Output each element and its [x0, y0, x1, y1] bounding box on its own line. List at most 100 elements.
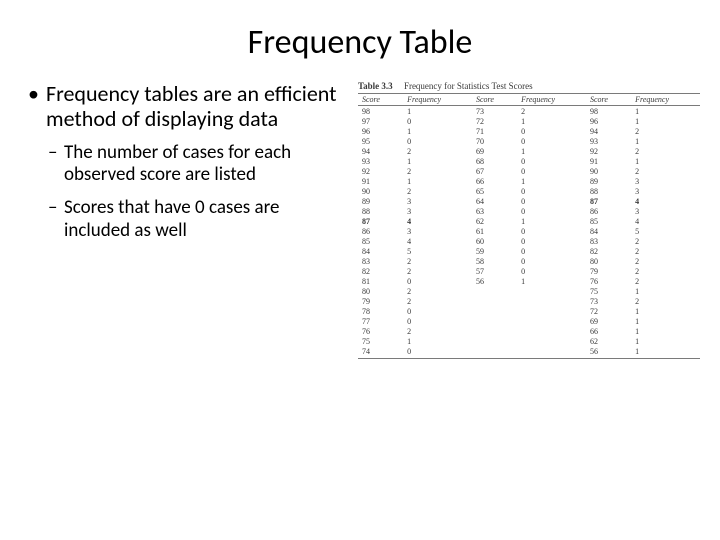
cell-score: 58 [472, 256, 517, 266]
frequency-table: Score Frequency Score Frequency Score Fr… [358, 93, 700, 359]
table-row: 961710942 [358, 126, 700, 136]
cell-score: 70 [472, 136, 517, 146]
table-header-row: Score Frequency Score Frequency Score Fr… [358, 94, 700, 106]
cell-frequency: 4 [403, 216, 472, 226]
cell-frequency: 1 [631, 306, 700, 316]
cell-score: 97 [358, 116, 403, 126]
cell-frequency: 2 [631, 166, 700, 176]
table-row: 770691 [358, 316, 700, 326]
table-row: 922670902 [358, 166, 700, 176]
table-row: 950700931 [358, 136, 700, 146]
cell-score [472, 306, 517, 316]
cell-score: 66 [472, 176, 517, 186]
table-caption: Table 3.3 Frequency for Statistics Test … [358, 81, 700, 91]
cell-score [472, 316, 517, 326]
cell-score: 75 [586, 286, 631, 296]
table-row: 845590822 [358, 246, 700, 256]
cell-frequency: 2 [403, 186, 472, 196]
cell-score [472, 336, 517, 346]
cell-frequency: 2 [631, 126, 700, 136]
table-row: 810561762 [358, 276, 700, 286]
cell-score: 72 [586, 306, 631, 316]
cell-frequency: 0 [517, 166, 586, 176]
table-column: Table 3.3 Frequency for Statistics Test … [358, 81, 700, 359]
cell-score: 79 [358, 296, 403, 306]
table-row: 832580802 [358, 256, 700, 266]
cell-score: 61 [472, 226, 517, 236]
cell-score: 87 [358, 216, 403, 226]
table-row: 942691922 [358, 146, 700, 156]
cell-score: 59 [472, 246, 517, 256]
cell-frequency: 1 [631, 346, 700, 358]
cell-frequency: 0 [517, 266, 586, 276]
slide-title: Frequency Table [0, 0, 720, 81]
cell-frequency: 0 [517, 136, 586, 146]
col-score-2: Score [472, 94, 517, 106]
cell-frequency: 1 [517, 216, 586, 226]
col-score-1: Score [358, 94, 403, 106]
cell-frequency: 3 [403, 226, 472, 236]
col-freq-1: Frequency [403, 94, 472, 106]
cell-score: 69 [586, 316, 631, 326]
cell-frequency [517, 326, 586, 336]
bullet-sub-1: The number of cases for each observed sc… [28, 142, 348, 188]
bullet-main: Frequency tables are an efficient method… [28, 81, 348, 132]
cell-frequency: 1 [631, 116, 700, 126]
cell-score: 82 [586, 246, 631, 256]
table-row: 780 721 [358, 306, 700, 316]
col-freq-3: Frequency [631, 94, 700, 106]
cell-frequency: 2 [403, 296, 472, 306]
cell-score [472, 346, 517, 358]
cell-score: 78 [358, 306, 403, 316]
cell-frequency: 1 [403, 176, 472, 186]
cell-frequency: 2 [403, 266, 472, 276]
cell-frequency: 0 [403, 316, 472, 326]
cell-score: 88 [586, 186, 631, 196]
cell-frequency [517, 296, 586, 306]
col-freq-2: Frequency [517, 94, 586, 106]
cell-score: 65 [472, 186, 517, 196]
cell-frequency: 0 [403, 306, 472, 316]
cell-score: 94 [358, 146, 403, 156]
cell-frequency: 1 [631, 286, 700, 296]
cell-frequency: 3 [403, 206, 472, 216]
cell-frequency: 0 [517, 156, 586, 166]
cell-score: 79 [586, 266, 631, 276]
table-row: 902650883 [358, 186, 700, 196]
table-row: 883630863 [358, 206, 700, 216]
cell-frequency: 2 [403, 146, 472, 156]
cell-score: 60 [472, 236, 517, 246]
cell-score [472, 326, 517, 336]
table-row: 802751 [358, 286, 700, 296]
cell-frequency [517, 336, 586, 346]
cell-frequency: 4 [403, 236, 472, 246]
cell-score: 62 [586, 336, 631, 346]
col-score-3: Score [586, 94, 631, 106]
cell-score: 83 [358, 256, 403, 266]
cell-score: 76 [586, 276, 631, 286]
cell-frequency: 0 [403, 116, 472, 126]
cell-score: 92 [358, 166, 403, 176]
cell-score: 90 [586, 166, 631, 176]
cell-score: 86 [358, 226, 403, 236]
table-caption-text: Frequency for Statistics Test Scores [404, 81, 533, 91]
table-row: 751621 [358, 336, 700, 346]
cell-frequency: 0 [403, 136, 472, 146]
cell-frequency [517, 286, 586, 296]
content-area: Frequency tables are an efficient method… [0, 81, 720, 359]
cell-score: 90 [358, 186, 403, 196]
cell-score [472, 296, 517, 306]
table-number: Table 3.3 [358, 81, 393, 91]
cell-frequency: 2 [403, 286, 472, 296]
cell-frequency: 2 [403, 326, 472, 336]
table-row: 863610845 [358, 226, 700, 236]
cell-score: 80 [586, 256, 631, 266]
cell-score: 85 [586, 216, 631, 226]
cell-frequency: 5 [403, 246, 472, 256]
cell-frequency: 1 [517, 276, 586, 286]
cell-score: 96 [358, 126, 403, 136]
cell-frequency: 0 [517, 236, 586, 246]
cell-frequency: 3 [631, 186, 700, 196]
cell-frequency [517, 316, 586, 326]
cell-frequency: 2 [631, 276, 700, 286]
